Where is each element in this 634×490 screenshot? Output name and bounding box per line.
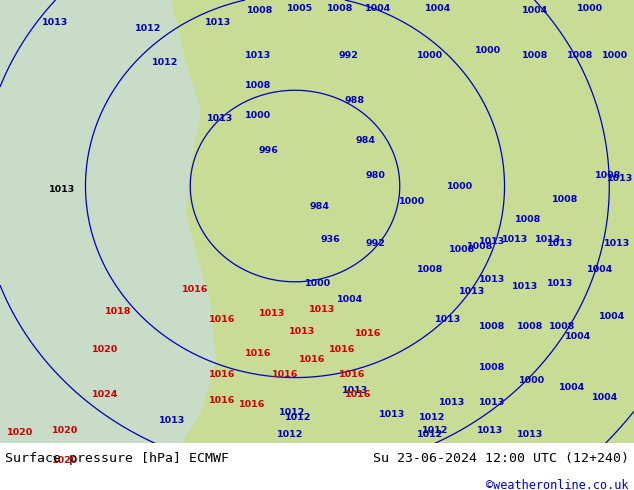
Text: 1004: 1004: [559, 383, 585, 392]
Text: 1013: 1013: [439, 398, 465, 407]
Text: 1013: 1013: [517, 430, 543, 439]
Text: 1013: 1013: [379, 410, 405, 419]
Text: 1000: 1000: [305, 279, 331, 288]
Text: 1020: 1020: [92, 345, 118, 354]
Text: 1000: 1000: [602, 51, 628, 60]
Text: 1004: 1004: [522, 5, 548, 15]
Text: 1004: 1004: [592, 392, 618, 402]
Text: 1012: 1012: [417, 430, 443, 439]
Text: 1000: 1000: [417, 51, 443, 60]
Text: 992: 992: [365, 239, 385, 248]
Text: 1016: 1016: [209, 369, 235, 379]
Text: 1016: 1016: [299, 355, 325, 365]
Text: 1004: 1004: [337, 295, 363, 304]
Text: 1000: 1000: [577, 3, 603, 13]
Text: 1016: 1016: [339, 369, 365, 379]
Text: 1008: 1008: [517, 322, 543, 331]
Text: 1013: 1013: [479, 275, 505, 284]
Text: 1013: 1013: [49, 185, 75, 194]
Text: 1016: 1016: [239, 400, 265, 409]
Text: 1013: 1013: [502, 235, 528, 244]
Text: 1004: 1004: [425, 3, 451, 13]
Text: 1013: 1013: [535, 235, 561, 244]
Text: 1000: 1000: [475, 46, 501, 55]
Text: 1008: 1008: [479, 322, 505, 331]
Text: 1016: 1016: [272, 369, 298, 379]
Text: 1020: 1020: [52, 426, 78, 435]
Text: 1016: 1016: [329, 345, 355, 354]
Text: 1013: 1013: [607, 174, 633, 183]
Text: 1012: 1012: [419, 413, 445, 422]
Text: 1016: 1016: [209, 315, 235, 324]
Text: 1008: 1008: [595, 172, 621, 180]
Text: 1013: 1013: [479, 398, 505, 407]
Text: 1013: 1013: [479, 237, 505, 246]
Text: 1008: 1008: [449, 245, 476, 254]
Text: 1000: 1000: [245, 111, 271, 120]
Text: 1013: 1013: [205, 18, 231, 26]
Text: 1004: 1004: [365, 3, 391, 13]
Text: 1013: 1013: [42, 18, 68, 26]
Text: 1008: 1008: [515, 215, 541, 224]
Text: 1013: 1013: [477, 426, 503, 435]
Text: 992: 992: [338, 51, 358, 60]
Text: 1000: 1000: [519, 376, 545, 385]
Text: Su 23-06-2024 12:00 UTC (12+240): Su 23-06-2024 12:00 UTC (12+240): [373, 452, 629, 465]
Text: 1013: 1013: [459, 287, 485, 296]
Text: 1016: 1016: [245, 349, 271, 359]
Text: 1008: 1008: [549, 322, 575, 331]
Text: 1004: 1004: [599, 312, 625, 321]
Text: 1016: 1016: [345, 390, 371, 399]
Text: 1005: 1005: [287, 3, 313, 13]
Text: 1012: 1012: [135, 24, 161, 33]
Text: 1008: 1008: [245, 81, 271, 90]
Polygon shape: [0, 0, 215, 443]
Text: 1000: 1000: [399, 196, 425, 206]
Text: 1012: 1012: [152, 58, 178, 67]
Text: 984: 984: [355, 136, 375, 145]
Text: 1024: 1024: [92, 390, 118, 399]
Polygon shape: [0, 0, 215, 443]
Text: 1013: 1013: [289, 327, 315, 336]
Text: Surface pressure [hPa] ECMWF: Surface pressure [hPa] ECMWF: [5, 452, 229, 465]
Text: 980: 980: [365, 172, 385, 180]
Text: 1012: 1012: [422, 426, 448, 435]
Text: 1008: 1008: [522, 51, 548, 60]
Text: 1004: 1004: [587, 265, 613, 274]
Text: 1013: 1013: [512, 282, 538, 291]
Text: 1013: 1013: [245, 51, 271, 60]
Text: 1012: 1012: [277, 430, 303, 439]
Text: 1013: 1013: [604, 239, 630, 248]
Text: 1013: 1013: [547, 279, 573, 288]
Text: 1018: 1018: [105, 307, 131, 316]
Text: 1013: 1013: [547, 239, 573, 248]
Text: 1013: 1013: [435, 315, 461, 324]
Text: 1012: 1012: [279, 408, 305, 417]
Text: 1008: 1008: [467, 242, 493, 251]
Text: 1013: 1013: [159, 416, 185, 425]
Text: 996: 996: [258, 147, 278, 155]
Text: 1004: 1004: [565, 332, 591, 342]
Text: 1016: 1016: [209, 396, 235, 405]
Text: 1012: 1012: [285, 413, 311, 422]
Text: 1008: 1008: [567, 51, 593, 60]
Text: 936: 936: [320, 235, 340, 244]
Text: 1016: 1016: [182, 285, 208, 294]
Text: 988: 988: [345, 96, 365, 105]
Text: 1013: 1013: [207, 114, 233, 123]
Text: 1013: 1013: [259, 309, 285, 318]
Text: 1008: 1008: [417, 265, 443, 274]
Text: 1000: 1000: [447, 181, 473, 191]
Text: 1008: 1008: [327, 3, 353, 13]
Text: ©weatheronline.co.uk: ©weatheronline.co.uk: [486, 479, 629, 490]
Text: 984: 984: [310, 202, 330, 211]
Text: 1008: 1008: [552, 195, 578, 204]
Text: 1008: 1008: [479, 363, 505, 371]
Text: 1016: 1016: [355, 329, 381, 338]
Text: 1008: 1008: [247, 5, 273, 15]
Text: 1020: 1020: [52, 456, 78, 465]
Text: 1013: 1013: [342, 386, 368, 394]
Text: 1020: 1020: [7, 428, 33, 437]
Text: 1013: 1013: [309, 305, 335, 314]
